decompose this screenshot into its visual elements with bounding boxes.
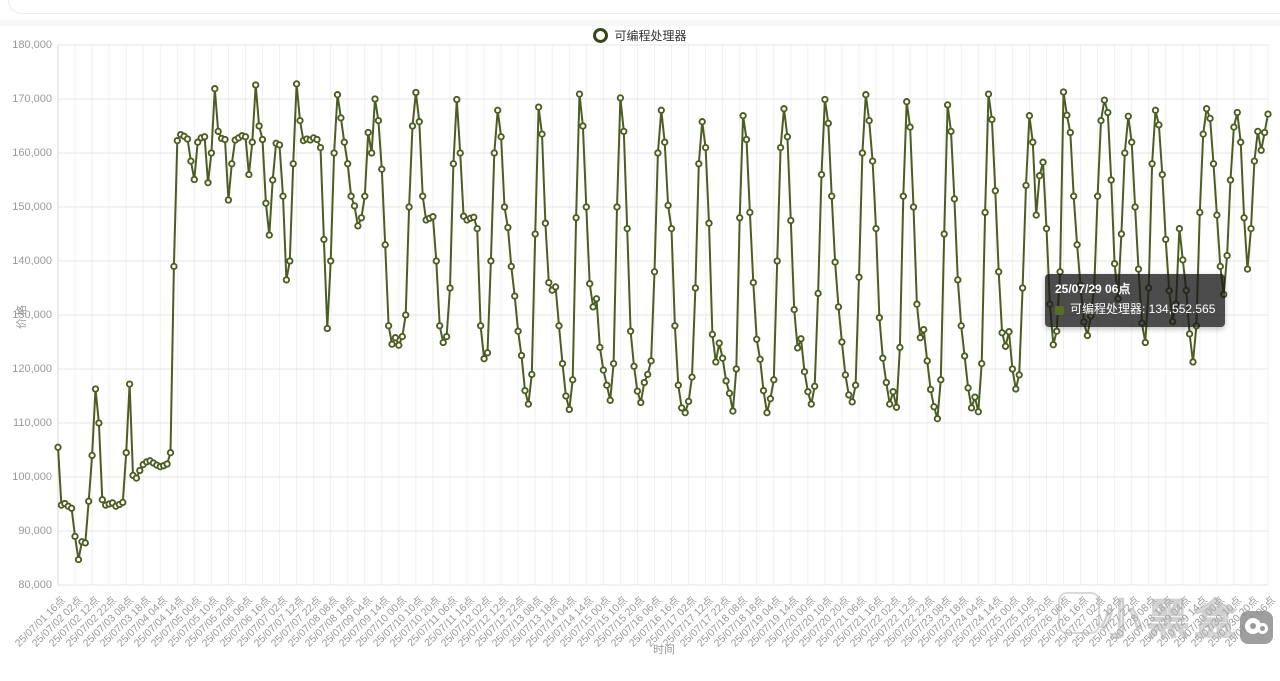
chart-tooltip: 25/07/29 06点 可编程处理器: 134,552.565 [1045,274,1226,327]
y-tick-label: 180,000 [12,39,52,51]
y-tick-label: 90,000 [18,525,52,537]
legend-series-label: 可编程处理器 [614,28,687,43]
tooltip-series-value: 可编程处理器: 134,552.565 [1070,302,1216,317]
y-tick-label: 160,000 [12,147,52,159]
y-tick-label: 150,000 [12,201,52,213]
x-axis-title: 时间 [653,644,675,656]
y-tick-label: 100,000 [12,471,52,483]
chart-legend[interactable]: 可编程处理器 [0,26,1280,44]
y-tick-label: 130,000 [12,309,52,321]
y-tick-label: 80,000 [18,579,52,591]
legend-series-ring-icon [593,27,609,43]
watermark-app-logo-icon [1240,611,1273,644]
tooltip-series-marker-icon [1055,305,1064,315]
tooltip-datetime: 25/07/29 06点 [1055,282,1131,296]
y-tick-label: 120,000 [12,363,52,375]
section-divider-band [0,20,1280,26]
y-tick-label: 110,000 [13,417,52,429]
price-line-chart[interactable] [0,0,1280,650]
y-tick-label: 170,000 [12,93,52,105]
y-axis-title: 价格 [16,303,28,329]
y-tick-label: 140,000 [12,255,52,267]
